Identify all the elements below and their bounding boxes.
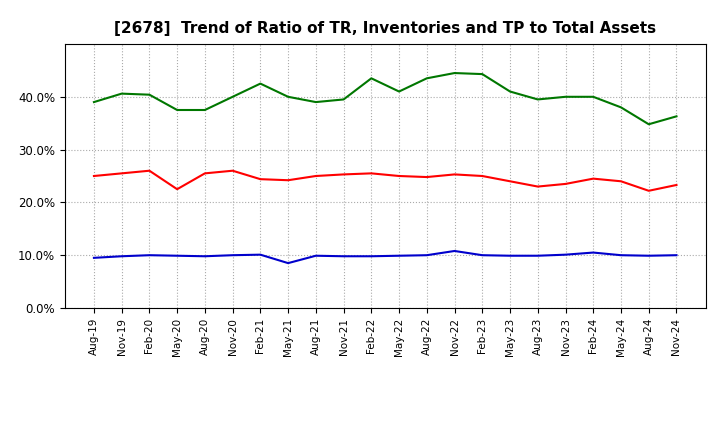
Inventories [534, 253, 542, 258]
Trade Receivables [173, 187, 181, 192]
Trade Payables [478, 71, 487, 77]
Trade Payables [561, 94, 570, 99]
Inventories [672, 253, 681, 258]
Inventories [228, 253, 237, 258]
Inventories [173, 253, 181, 258]
Trade Receivables [505, 179, 514, 184]
Title: [2678]  Trend of Ratio of TR, Inventories and TP to Total Assets: [2678] Trend of Ratio of TR, Inventories… [114, 21, 656, 36]
Trade Payables [672, 114, 681, 119]
Trade Payables [339, 97, 348, 102]
Trade Payables [256, 81, 265, 86]
Trade Receivables [256, 176, 265, 182]
Inventories [367, 253, 376, 259]
Trade Payables [228, 94, 237, 99]
Trade Payables [284, 94, 292, 99]
Trade Payables [589, 94, 598, 99]
Trade Payables [89, 99, 98, 105]
Trade Payables [534, 97, 542, 102]
Trade Payables [145, 92, 154, 97]
Inventories [561, 252, 570, 257]
Inventories [117, 253, 126, 259]
Trade Payables [505, 89, 514, 94]
Trade Receivables [284, 178, 292, 183]
Inventories [284, 260, 292, 266]
Trade Payables [423, 76, 431, 81]
Trade Payables [367, 76, 376, 81]
Inventories [312, 253, 320, 258]
Line: Inventories: Inventories [94, 251, 677, 263]
Inventories [89, 255, 98, 260]
Inventories [145, 253, 154, 258]
Trade Receivables [228, 168, 237, 173]
Trade Receivables [201, 171, 210, 176]
Inventories [450, 248, 459, 253]
Trade Payables [450, 70, 459, 76]
Trade Receivables [339, 172, 348, 177]
Trade Receivables [672, 182, 681, 187]
Trade Receivables [395, 173, 403, 179]
Trade Receivables [561, 181, 570, 187]
Inventories [423, 253, 431, 258]
Trade Receivables [644, 188, 653, 194]
Trade Payables [616, 105, 625, 110]
Trade Payables [312, 99, 320, 105]
Trade Receivables [145, 168, 154, 173]
Trade Payables [201, 107, 210, 113]
Trade Payables [117, 91, 126, 96]
Inventories [505, 253, 514, 258]
Trade Receivables [89, 173, 98, 179]
Trade Receivables [117, 171, 126, 176]
Line: Trade Receivables: Trade Receivables [94, 171, 677, 191]
Trade Receivables [312, 173, 320, 179]
Inventories [339, 253, 348, 259]
Trade Receivables [450, 172, 459, 177]
Inventories [589, 250, 598, 255]
Inventories [616, 253, 625, 258]
Inventories [478, 253, 487, 258]
Trade Receivables [423, 174, 431, 180]
Trade Receivables [589, 176, 598, 181]
Inventories [256, 252, 265, 257]
Inventories [644, 253, 653, 258]
Inventories [201, 253, 210, 259]
Trade Payables [173, 107, 181, 113]
Trade Payables [395, 89, 403, 94]
Line: Trade Payables: Trade Payables [94, 73, 677, 124]
Trade Payables [644, 121, 653, 127]
Trade Receivables [616, 179, 625, 184]
Inventories [395, 253, 403, 258]
Trade Receivables [367, 171, 376, 176]
Trade Receivables [534, 184, 542, 189]
Trade Receivables [478, 173, 487, 179]
